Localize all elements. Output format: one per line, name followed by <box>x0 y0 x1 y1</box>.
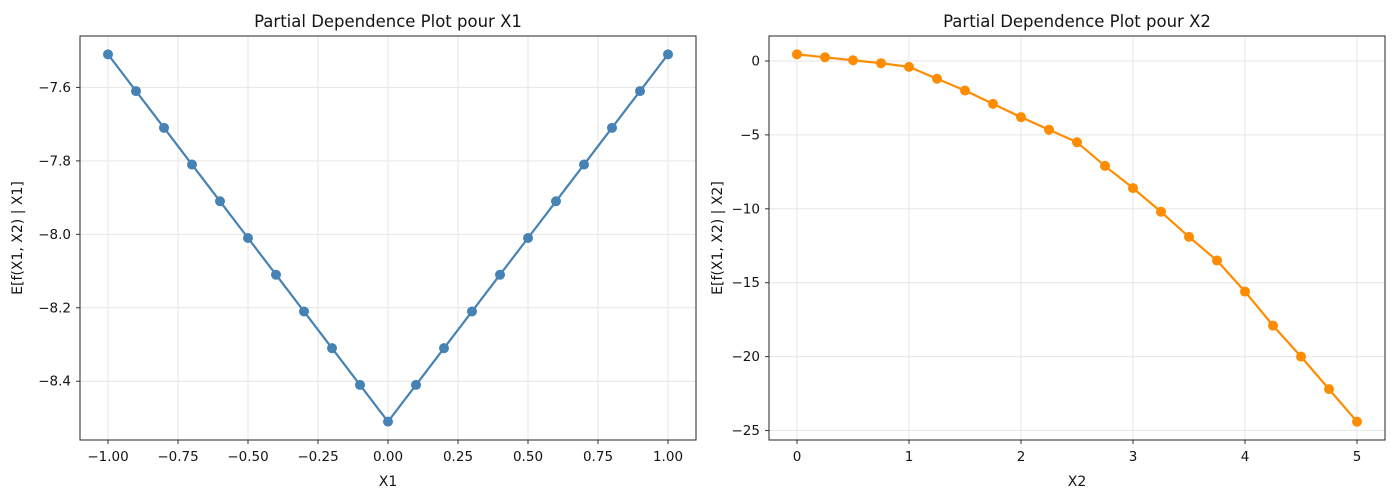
data-point <box>607 122 617 133</box>
data-point <box>1072 137 1082 148</box>
x-tick-label: 4 <box>1241 449 1250 465</box>
data-point <box>579 159 589 170</box>
plot1-yaxis-label: E[f(X1, X2) | X1] <box>10 181 26 295</box>
data-point <box>551 196 561 207</box>
data-point <box>1016 112 1026 123</box>
x-tick-label: −0.50 <box>227 449 268 465</box>
x-tick-label: 2 <box>1017 449 1026 465</box>
data-point <box>439 343 449 354</box>
data-point <box>1352 416 1362 427</box>
y-tick-label: −7.6 <box>38 80 71 96</box>
plot1-title: Partial Dependence Plot pour X1 <box>254 12 522 31</box>
data-point <box>1128 183 1138 194</box>
data-point <box>215 196 225 207</box>
x-tick-label: −1.00 <box>87 449 128 465</box>
x-tick-label: 0 <box>793 449 802 465</box>
x-tick-label: 0.75 <box>583 449 613 465</box>
data-point <box>876 58 886 69</box>
y-tick-label: −20 <box>732 349 761 365</box>
y-tick-label: −5 <box>740 127 760 143</box>
y-tick-label: −7.8 <box>38 153 71 169</box>
data-point <box>988 98 998 109</box>
y-tick-label: −25 <box>732 423 761 439</box>
data-point <box>663 49 673 60</box>
x-tick-label: 0.25 <box>443 449 473 465</box>
x-tick-label: −0.25 <box>297 449 338 465</box>
pdp-line <box>795 53 1359 423</box>
data-point <box>383 416 393 427</box>
data-point <box>1156 206 1166 217</box>
x-tick-label: 5 <box>1353 449 1362 465</box>
data-point <box>960 85 970 96</box>
data-point <box>1268 320 1278 331</box>
data-point <box>635 86 645 97</box>
subplot-x2: 0 1 2 3 4 5 0 −5 −10 −15 −20 −25 <box>732 35 1386 465</box>
x-tick-label: 0.50 <box>513 449 543 465</box>
x-tick-label: 0.00 <box>373 449 403 465</box>
y-tick-label: 0 <box>751 53 760 69</box>
data-point <box>159 122 169 133</box>
data-point <box>1212 255 1222 266</box>
y-tick-label: −8.0 <box>38 227 71 243</box>
data-point <box>299 306 309 317</box>
data-point <box>271 269 281 280</box>
data-point <box>355 379 365 390</box>
data-point <box>131 86 141 97</box>
series-partial-dependence-x2 <box>792 49 1362 427</box>
x-tick-label: 3 <box>1129 449 1138 465</box>
axes-spines <box>79 35 697 441</box>
series-partial-dependence-x1 <box>103 49 673 427</box>
x-tick-label: 1.00 <box>653 449 683 465</box>
data-point <box>1240 286 1250 297</box>
y-tick-label: −8.2 <box>38 300 71 316</box>
data-point <box>495 269 505 280</box>
data-point <box>1324 384 1334 395</box>
plot2-title: Partial Dependence Plot pour X2 <box>943 12 1211 31</box>
plot2-xaxis-label: X2 <box>1068 474 1087 490</box>
data-point <box>904 61 914 72</box>
data-point <box>1184 231 1194 242</box>
y-tick-label: −8.4 <box>38 374 71 390</box>
data-point <box>1100 160 1110 171</box>
data-point <box>932 73 942 84</box>
data-point <box>103 49 113 60</box>
plot2-yaxis-label: E[f(X1, X2) | X2] <box>710 181 726 295</box>
data-point <box>848 55 858 66</box>
data-point <box>327 343 337 354</box>
data-point <box>187 159 197 170</box>
data-point <box>243 233 253 243</box>
y-tick-label: −10 <box>732 201 761 217</box>
data-point <box>792 49 802 60</box>
data-point <box>1296 351 1306 362</box>
x-tick-label: −0.75 <box>157 449 198 465</box>
data-point <box>1044 124 1054 135</box>
y-tick-label: −15 <box>732 275 761 291</box>
data-point <box>820 52 830 63</box>
data-point <box>467 306 477 317</box>
data-point <box>523 233 533 243</box>
axes-spines <box>768 35 1386 441</box>
subplot-x1: −1.00 −0.75 −0.50 −0.25 0.00 0.25 0.50 0.75 1.00… <box>38 35 697 465</box>
data-point <box>411 379 421 390</box>
plot1-xaxis-label: X1 <box>379 474 398 490</box>
x-tick-label: 1 <box>905 449 914 465</box>
